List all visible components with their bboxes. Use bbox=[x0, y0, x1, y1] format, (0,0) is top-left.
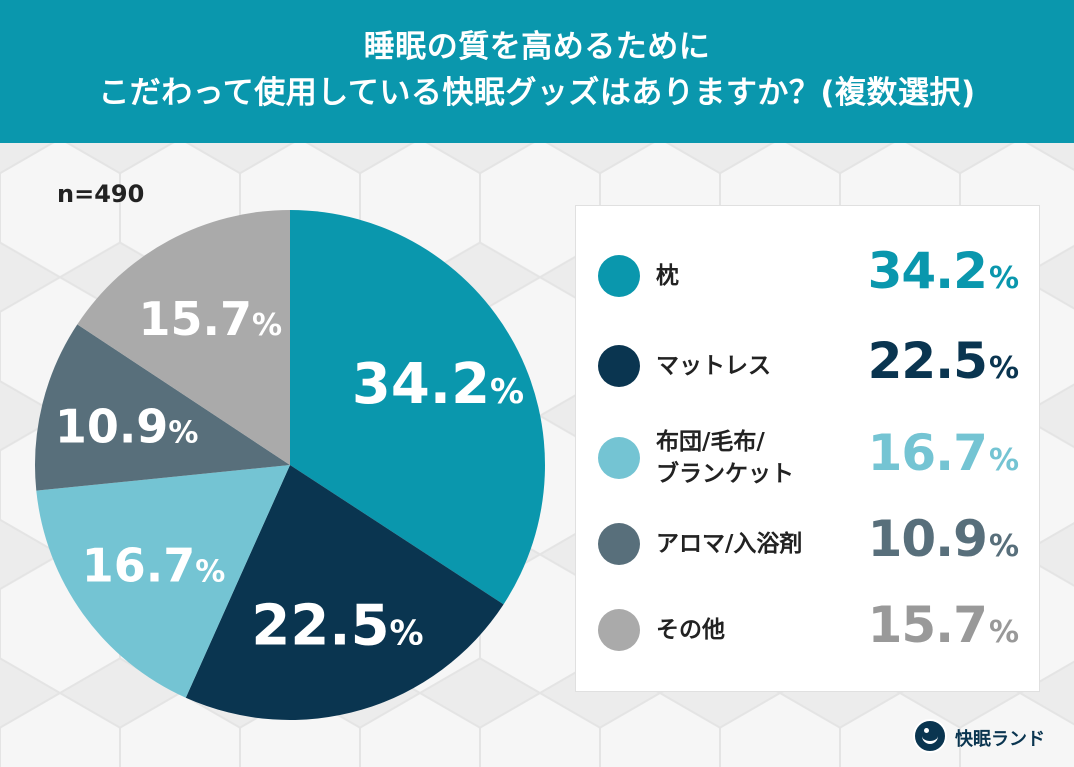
pie-slice-4 bbox=[77, 210, 290, 465]
chart-title-banner: 睡眠の質を高めるために こだわって使用している快眠グッズはありますか？(複数選択… bbox=[0, 0, 1074, 143]
legend-label-3: アロマ/入浴剤 bbox=[656, 531, 803, 557]
legend-swatch-0 bbox=[598, 255, 640, 297]
legend-label-4: その他 bbox=[656, 617, 725, 643]
pie-slice-label-4: 15.7% bbox=[139, 292, 283, 346]
pie-slice-0 bbox=[290, 210, 546, 605]
legend-swatch-1 bbox=[598, 345, 640, 387]
pie-slice-label-1: 22.5% bbox=[251, 594, 423, 659]
legend-value-3: 10.9% bbox=[867, 510, 1019, 568]
legend-swatch-4 bbox=[598, 609, 640, 651]
chart-title-line-1: 睡眠の質を高めるために bbox=[363, 29, 711, 65]
legend-item-3: アロマ/入浴剤 10.9% bbox=[576, 504, 1041, 584]
legend-item-4: その他 15.7% bbox=[576, 590, 1041, 670]
pie-slice-2 bbox=[36, 465, 290, 698]
legend-value-0: 34.2% bbox=[867, 242, 1019, 300]
sleeping-person-logo-icon bbox=[913, 719, 947, 753]
chart-title-line-2: こだわって使用している快眠グッズはありますか？(複数選択) bbox=[98, 75, 976, 111]
pie-slice-3 bbox=[35, 324, 290, 491]
chart-legend: 枕 34.2% マットレス 22.5% 布団/毛布/ ブランケット 16.7% アロマ/入浴… bbox=[575, 205, 1040, 692]
legend-item-0: 枕 34.2% bbox=[576, 236, 1041, 316]
legend-label-1: マットレス bbox=[656, 353, 771, 379]
legend-swatch-3 bbox=[598, 523, 640, 565]
legend-value-2: 16.7% bbox=[867, 424, 1019, 482]
pie-chart: 34.2% 22.5% 16.7% 10.9% 15.7% bbox=[35, 210, 546, 721]
legend-label-2: 布団/毛布/ ブランケット bbox=[656, 429, 794, 487]
sample-size-label: n=490 bbox=[57, 180, 145, 208]
legend-label-0: 枕 bbox=[656, 263, 679, 289]
pie-slice-label-3: 10.9% bbox=[55, 400, 199, 454]
pie-slice-label-2: 16.7% bbox=[82, 539, 226, 593]
legend-value-1: 22.5% bbox=[867, 332, 1019, 390]
legend-item-2: 布団/毛布/ ブランケット 16.7% bbox=[576, 418, 1041, 498]
legend-item-1: マットレス 22.5% bbox=[576, 326, 1041, 406]
legend-value-4: 15.7% bbox=[867, 596, 1019, 654]
pie-slice-label-0: 34.2% bbox=[352, 352, 524, 417]
legend-swatch-2 bbox=[598, 437, 640, 479]
brand-name: 快眠ランド bbox=[955, 729, 1045, 750]
pie-slice-1 bbox=[185, 465, 504, 721]
